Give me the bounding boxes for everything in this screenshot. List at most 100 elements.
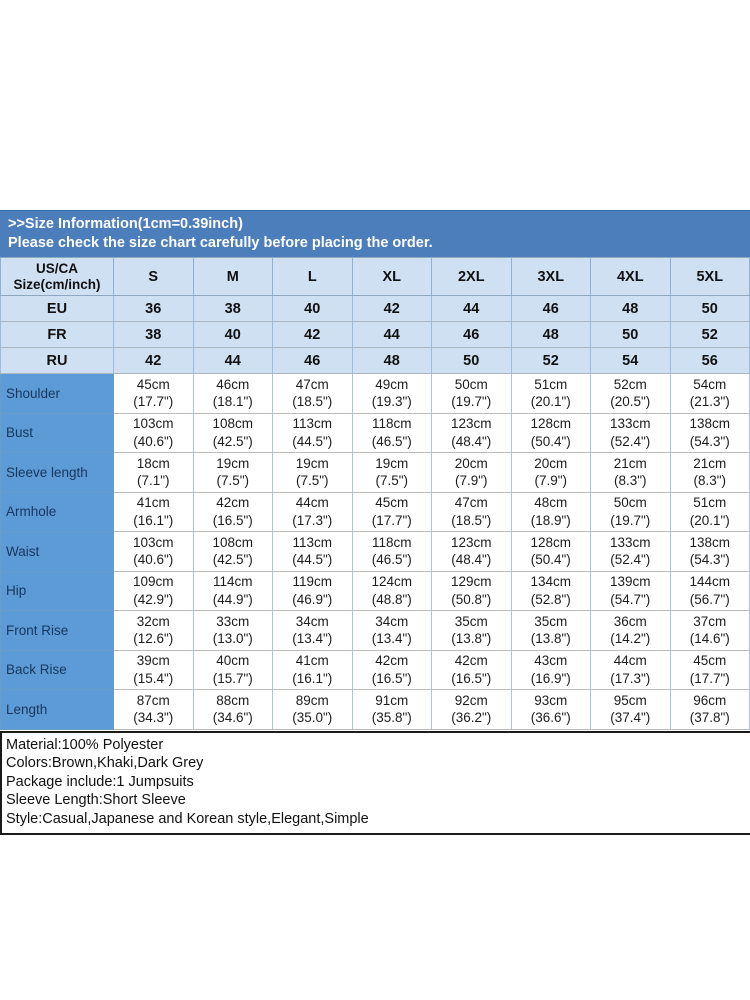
measurement-row: Front Rise 32cm (12.6") 33cm (13.0") 34cm (… xyxy=(0,610,750,651)
measurement-value: 42cm (16.5") xyxy=(192,491,273,532)
measurement-value: 87cm (34.3") xyxy=(113,689,194,730)
measurement-value: 20cm (7.9") xyxy=(431,452,512,493)
product-info-box: Material:100% Polyester Colors:Brown,Khak… xyxy=(0,730,750,836)
measurement-value: 118cm (46.5") xyxy=(351,412,432,453)
region-size-value: 48 xyxy=(590,295,671,322)
measurement-label: Bust xyxy=(0,412,114,453)
measurement-label: Waist xyxy=(0,531,114,572)
measurement-value: 35cm (13.8") xyxy=(431,610,512,651)
measurement-value: 50cm (19.7") xyxy=(590,491,671,532)
measurement-value: 123cm (48.4") xyxy=(431,412,512,453)
measurement-value: 93cm (36.6") xyxy=(510,689,591,730)
measurement-value: 35cm (13.8") xyxy=(510,610,591,651)
measurement-row: Back Rise 39cm (15.4") 40cm (15.7") 41cm (1… xyxy=(0,649,750,690)
region-size-value: 44 xyxy=(192,347,273,374)
size-column-header: S xyxy=(113,257,194,296)
measurement-value: 47cm (18.5") xyxy=(272,373,353,414)
measurement-value: 113cm (44.5") xyxy=(272,412,353,453)
measurement-value: 20cm (7.9") xyxy=(510,452,591,493)
measurement-value: 34cm (13.4") xyxy=(272,610,353,651)
measurement-value: 96cm (37.8") xyxy=(669,689,750,730)
region-size-value: 42 xyxy=(272,321,353,348)
measurement-value: 21cm (8.3") xyxy=(669,452,750,493)
measurement-value: 139cm (54.7") xyxy=(590,570,671,611)
size-column-header: 2XL xyxy=(431,257,512,296)
measurement-value: 52cm (20.5") xyxy=(590,373,671,414)
measurement-value: 103cm (40.6") xyxy=(113,412,194,453)
banner-title: >>Size Information(1cm=0.39inch) xyxy=(8,216,243,232)
measurement-value: 51cm (20.1") xyxy=(510,373,591,414)
measurement-value: 45cm (17.7") xyxy=(113,373,194,414)
region-size-value: 42 xyxy=(113,347,194,374)
measurement-value: 41cm (16.1") xyxy=(272,649,353,690)
measurement-label: Back Rise xyxy=(0,649,114,690)
measurement-value: 144cm (56.7") xyxy=(669,570,750,611)
size-column-header: L xyxy=(272,257,353,296)
region-size-value: 46 xyxy=(431,321,512,348)
measurement-value: 44cm (17.3") xyxy=(272,491,353,532)
measurement-value: 103cm (40.6") xyxy=(113,531,194,572)
measurement-value: 138cm (54.3") xyxy=(669,412,750,453)
banner-subtitle: Please check the size chart carefully be… xyxy=(8,235,433,251)
region-size-value: 50 xyxy=(590,321,671,348)
measurement-value: 39cm (15.4") xyxy=(113,649,194,690)
region-size-value: 56 xyxy=(669,347,750,374)
measurement-value: 19cm (7.5") xyxy=(192,452,273,493)
region-size-value: 38 xyxy=(192,295,273,322)
measurement-value: 50cm (19.7") xyxy=(431,373,512,414)
measurement-label: Hip xyxy=(0,570,114,611)
measurement-value: 128cm (50.4") xyxy=(510,412,591,453)
size-column-header: XL xyxy=(351,257,432,296)
measurement-value: 18cm (7.1") xyxy=(113,452,194,493)
measurement-value: 138cm (54.3") xyxy=(669,531,750,572)
measurement-value: 36cm (14.2") xyxy=(590,610,671,651)
region-size-value: 40 xyxy=(272,295,353,322)
measurement-value: 123cm (48.4") xyxy=(431,531,512,572)
measurement-value: 108cm (42.5") xyxy=(192,412,273,453)
region-label: EU xyxy=(0,295,114,322)
measurement-value: 91cm (35.8") xyxy=(351,689,432,730)
region-size-row: EU 36 38 40 42 44 46 48 50 xyxy=(0,295,750,322)
measurement-label: Length xyxy=(0,689,114,730)
product-info-line: Package include:1 Jumpsuits xyxy=(6,773,194,790)
size-chart-header-row: US/CA Size(cm/inch) S M L XL 2XL 3XL 4XL 5XL xyxy=(0,257,750,296)
measurement-row: Hip 109cm (42.9") 114cm (44.9") 119cm (46.9… xyxy=(0,570,750,611)
measurement-value: 34cm (13.4") xyxy=(351,610,432,651)
measurement-value: 33cm (13.0") xyxy=(192,610,273,651)
measurement-value: 48cm (18.9") xyxy=(510,491,591,532)
region-size-value: 44 xyxy=(431,295,512,322)
measurement-value: 37cm (14.6") xyxy=(669,610,750,651)
region-size-row: RU 42 44 46 48 50 52 54 56 xyxy=(0,347,750,374)
region-size-value: 46 xyxy=(510,295,591,322)
measurement-value: 54cm (21.3") xyxy=(669,373,750,414)
region-size-value: 38 xyxy=(113,321,194,348)
measurement-label: Armhole xyxy=(0,491,114,532)
measurement-label: Sleeve length xyxy=(0,452,114,493)
product-info-line: Colors:Brown,Khaki,Dark Grey xyxy=(6,755,204,772)
measurement-value: 46cm (18.1") xyxy=(192,373,273,414)
measurement-value: 45cm (17.7") xyxy=(669,649,750,690)
measurement-row: Sleeve length 18cm (7.1") 19cm (7.5") 19cm … xyxy=(0,452,750,493)
region-size-value: 50 xyxy=(431,347,512,374)
region-size-value: 40 xyxy=(192,321,273,348)
measurement-value: 42cm (16.5") xyxy=(431,649,512,690)
measurement-value: 49cm (19.3") xyxy=(351,373,432,414)
measurement-value: 133cm (52.4") xyxy=(590,412,671,453)
measurement-label: Shoulder xyxy=(0,373,114,414)
size-chart-corner-label: US/CA Size(cm/inch) xyxy=(0,257,114,296)
region-size-value: 36 xyxy=(113,295,194,322)
size-chart-body: US/CA Size(cm/inch) S M L XL 2XL 3XL 4XL 5XL EU 36… xyxy=(0,257,750,730)
measurement-value: 124cm (48.8") xyxy=(351,570,432,611)
measurement-value: 108cm (42.5") xyxy=(192,531,273,572)
measurement-value: 133cm (52.4") xyxy=(590,531,671,572)
product-info-line: Style:Casual,Japanese and Korean style,E… xyxy=(6,810,369,827)
region-label: FR xyxy=(0,321,114,348)
measurement-value: 19cm (7.5") xyxy=(351,452,432,493)
measurement-value: 42cm (16.5") xyxy=(351,649,432,690)
measurement-value: 88cm (34.6") xyxy=(192,689,273,730)
region-size-value: 42 xyxy=(351,295,432,322)
region-size-value: 46 xyxy=(272,347,353,374)
measurement-value: 119cm (46.9") xyxy=(272,570,353,611)
size-column-header: 5XL xyxy=(669,257,750,296)
region-size-value: 50 xyxy=(669,295,750,322)
